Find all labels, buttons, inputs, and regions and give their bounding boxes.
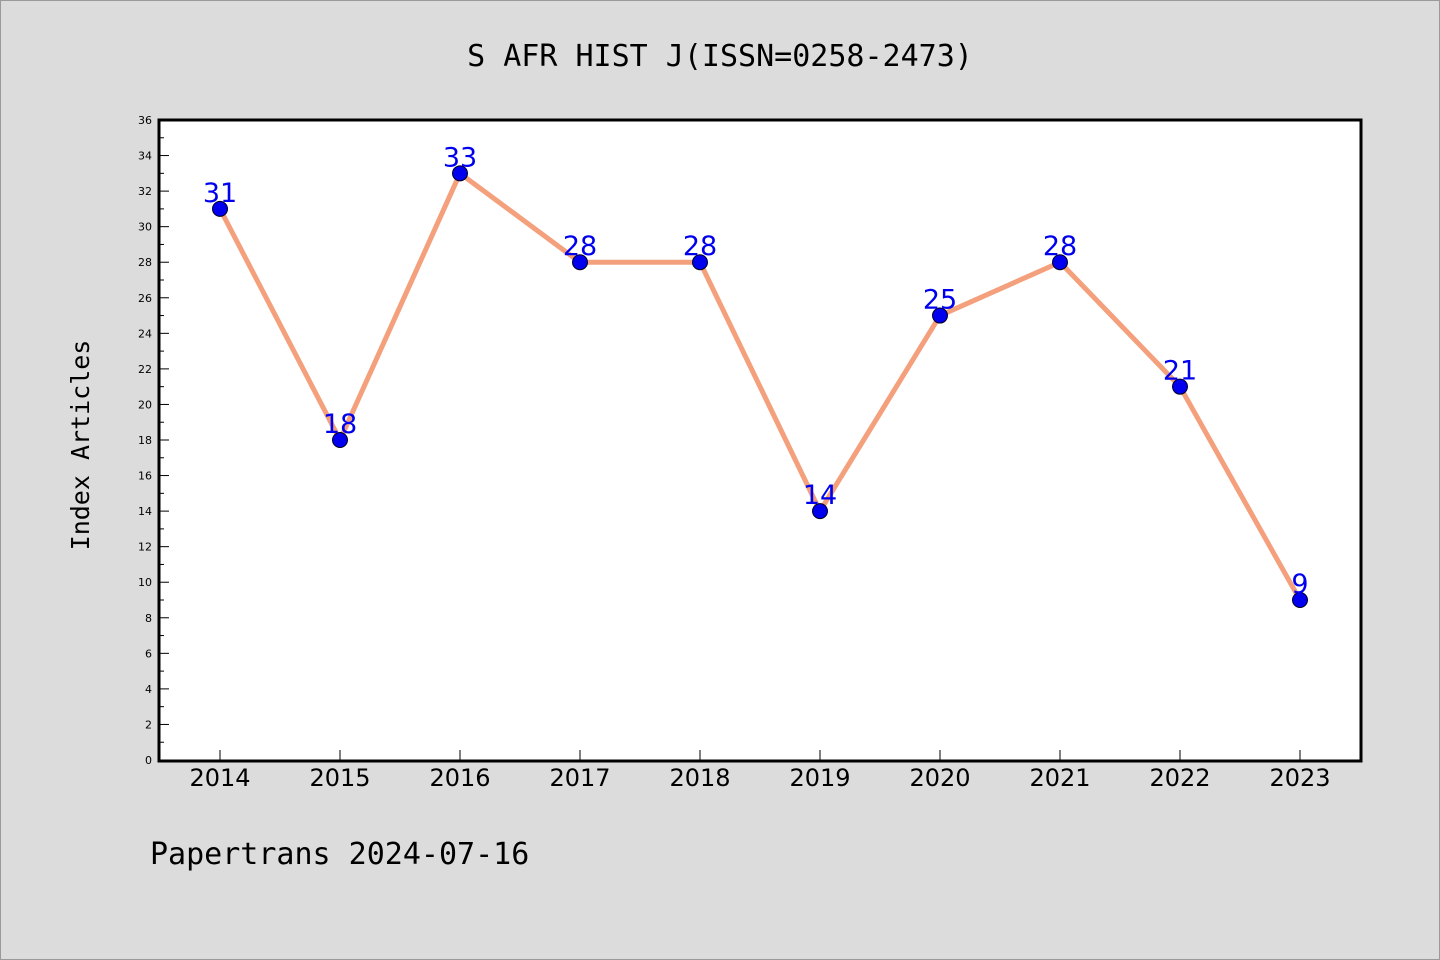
y-tick-label: 26 bbox=[138, 292, 152, 305]
y-tick-label: 20 bbox=[138, 398, 152, 411]
y-tick-label: 30 bbox=[138, 221, 152, 234]
y-tick-label: 36 bbox=[138, 114, 152, 127]
data-point bbox=[692, 254, 708, 271]
data-point bbox=[332, 432, 348, 448]
data-label: 31 bbox=[203, 178, 237, 209]
data-point bbox=[1292, 592, 1308, 608]
series-line bbox=[217, 170, 1303, 603]
footer-credit: Papertrans 2024-07-16 bbox=[150, 837, 529, 872]
data-point bbox=[212, 200, 228, 217]
x-tick-label: 2016 bbox=[429, 764, 490, 792]
y-tick-label: 6 bbox=[145, 647, 152, 660]
data-point bbox=[812, 503, 828, 520]
data-label: 28 bbox=[563, 231, 597, 262]
y-tick-label: 16 bbox=[138, 470, 152, 483]
data-label: 25 bbox=[923, 285, 957, 316]
y-tick-label: 22 bbox=[138, 363, 152, 376]
y-tick-label: 0 bbox=[145, 754, 152, 767]
x-tick-label: 2015 bbox=[309, 764, 370, 792]
x-tick-label: 2020 bbox=[909, 764, 970, 792]
data-label: 28 bbox=[683, 231, 717, 262]
y-tick-label: 24 bbox=[138, 327, 152, 340]
y-tick-label: 14 bbox=[138, 505, 152, 518]
data-label: 18 bbox=[323, 409, 357, 440]
y-tick-label: 28 bbox=[138, 256, 152, 269]
y-tick-label: 8 bbox=[145, 612, 152, 625]
y-tick-label: 2 bbox=[145, 718, 152, 731]
data-point bbox=[932, 307, 948, 324]
x-tick-label: 2018 bbox=[669, 764, 730, 792]
y-tick-label: 32 bbox=[138, 185, 152, 198]
chart-title: S AFR HIST J(ISSN=0258-2473) bbox=[467, 39, 973, 74]
y-tick-label: 18 bbox=[138, 434, 152, 447]
x-tick-label: 2021 bbox=[1029, 764, 1090, 792]
x-tick-label: 2023 bbox=[1269, 764, 1330, 792]
data-markers bbox=[212, 165, 1308, 608]
data-labels: 31 18 33 28 28 14 25 28 21 9 bbox=[203, 142, 1309, 600]
y-tick-label: 4 bbox=[145, 683, 152, 696]
x-tick-label: 2022 bbox=[1149, 764, 1210, 792]
y-tick-label: 12 bbox=[138, 541, 152, 554]
plot-border bbox=[157, 118, 1363, 763]
plot-area bbox=[159, 120, 1361, 761]
y-tick-label: 34 bbox=[138, 150, 152, 163]
data-point bbox=[1052, 254, 1068, 271]
y-axis-label: Index Articles bbox=[66, 340, 95, 551]
data-label: 21 bbox=[1163, 356, 1197, 387]
x-tick-label: 2014 bbox=[189, 764, 250, 792]
data-point bbox=[572, 254, 588, 271]
y-tick-label: 10 bbox=[138, 576, 152, 589]
x-tick-label: 2019 bbox=[789, 764, 850, 792]
data-label: 14 bbox=[803, 480, 837, 511]
x-axis: 2014 2015 2016 2017 2018 2019 2020 2021 2022 2023 bbox=[189, 750, 1331, 792]
data-point bbox=[452, 165, 468, 182]
x-tick-label: 2017 bbox=[549, 764, 610, 792]
data-label: 9 bbox=[1291, 569, 1308, 600]
data-label: 33 bbox=[443, 142, 477, 173]
data-label: 28 bbox=[1043, 231, 1077, 262]
data-point bbox=[1172, 378, 1188, 395]
